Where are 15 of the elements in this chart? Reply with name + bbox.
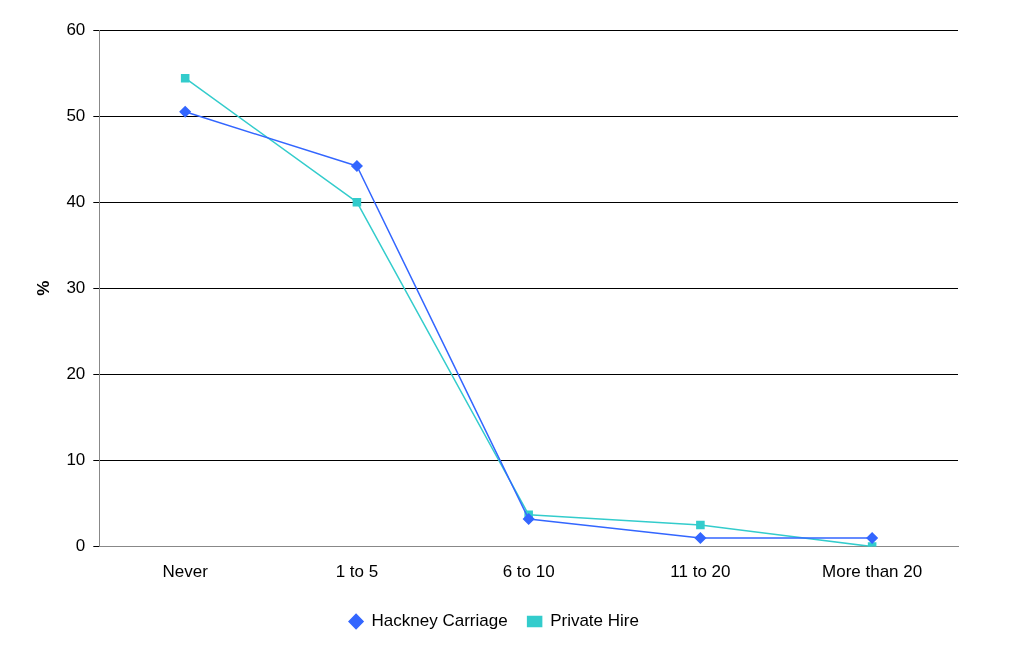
x-tick-label: 6 to 10 [502,562,555,582]
y-tick-label: 60 [66,19,86,39]
y-tick-label: 20 [66,364,86,384]
legend-label: Hackney Carriage [371,611,508,631]
y-axis-title: % [33,280,53,296]
y-tick-label: 50 [66,105,86,125]
y-tick-label: 10 [66,450,86,470]
y-tick-label: 0 [75,536,86,556]
x-tick-label: Never [162,562,209,582]
legend-label: Private Hire [550,611,639,631]
x-tick-label: More than 20 [822,562,923,582]
x-tick-label: 11 to 20 [670,562,731,582]
x-tick-label: 1 to 5 [335,562,379,582]
y-tick-label: 40 [66,191,86,211]
y-tick-label: 30 [66,277,86,297]
